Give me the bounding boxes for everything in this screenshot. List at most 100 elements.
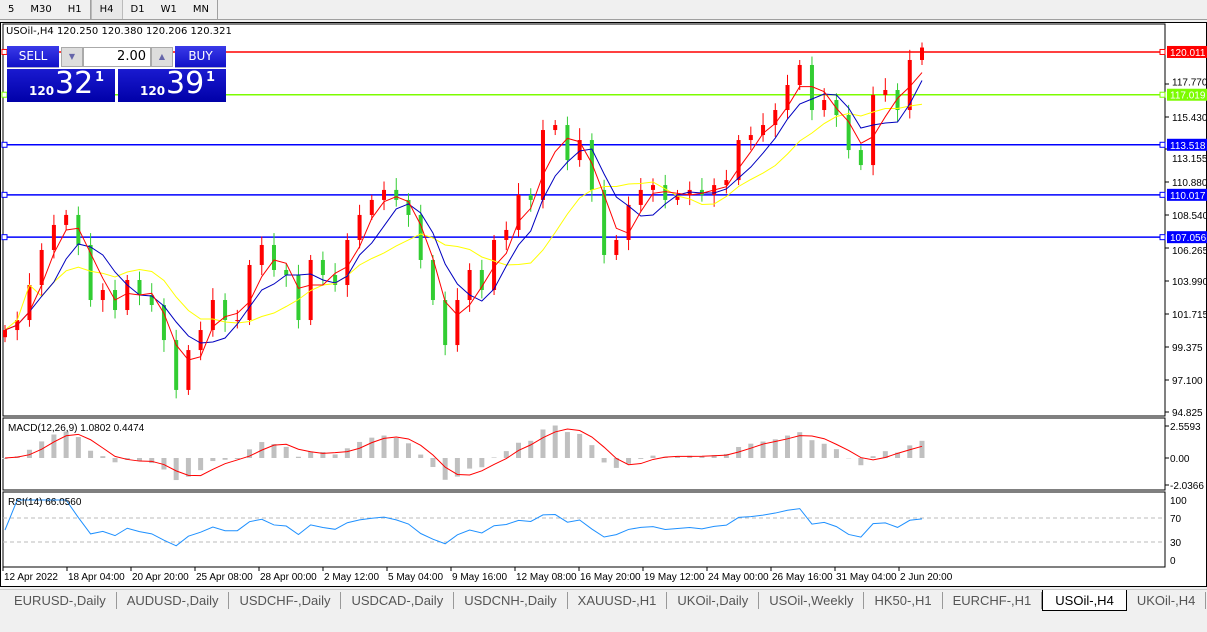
time-axis-label: 2 May 12:00: [324, 572, 379, 583]
candle-body: [296, 275, 300, 320]
macd-histogram-bar: [920, 441, 925, 458]
macd-histogram-bar: [333, 454, 338, 458]
line-handle: [2, 235, 7, 240]
chart-tab[interactable]: USDCAD-,Daily: [341, 592, 454, 609]
candle-body: [260, 245, 264, 265]
candle-body: [186, 350, 190, 390]
time-axis-label: 18 Apr 04:00: [68, 572, 125, 583]
price-axis-label: 108.540: [1172, 211, 1207, 222]
price-axis-label: 99.375: [1172, 343, 1203, 354]
macd-signal-line: [5, 429, 922, 476]
volume-increase-button[interactable]: ▲: [151, 47, 173, 67]
macd-histogram-bar: [369, 438, 374, 458]
candle-body: [272, 245, 276, 270]
macd-histogram-bar: [308, 451, 313, 458]
line-handle: [1160, 192, 1165, 197]
macd-histogram-bar: [394, 438, 399, 458]
buy-button[interactable]: BUY: [175, 46, 226, 68]
rsi-line: [5, 500, 922, 546]
macd-histogram-bar: [198, 458, 203, 470]
candle-body: [614, 240, 618, 255]
time-axis-label: 2 Jun 20:00: [900, 572, 953, 583]
macd-histogram-bar: [357, 442, 362, 458]
macd-histogram-bar: [540, 429, 545, 458]
line-handle: [2, 192, 7, 197]
macd-label: MACD(12,26,9) 1.0802 0.4474: [8, 423, 145, 434]
chart-tab[interactable]: USOil-,Weekly: [759, 592, 864, 609]
chart-tab[interactable]: EURCHF-,H1: [943, 592, 1043, 609]
rsi-axis-label: 30: [1170, 538, 1182, 549]
macd-histogram-bar: [871, 456, 876, 458]
price-line-label: 120.011: [1170, 48, 1206, 59]
candle-body: [553, 125, 557, 130]
macd-histogram-bar: [492, 457, 497, 458]
candle-body: [40, 250, 44, 285]
macd-histogram-bar: [210, 458, 215, 461]
sell-button[interactable]: SELL: [7, 46, 59, 68]
candle-body: [663, 185, 667, 200]
time-axis-label: 12 May 08:00: [516, 572, 577, 583]
candle-body: [822, 100, 826, 110]
price-line-label: 117.019: [1170, 91, 1206, 102]
macd-histogram-bar: [406, 443, 411, 458]
candle-body: [137, 280, 141, 295]
chart-symbol-info: USOil-,H4 120.250 120.380 120.206 120.32…: [6, 26, 232, 37]
chart-tab[interactable]: HK50-,H1: [864, 592, 942, 609]
rsi-axis-label: 0: [1170, 556, 1176, 567]
chart-tab[interactable]: UKOil-,H4: [1127, 592, 1207, 609]
chart-tab[interactable]: UKOil-,Daily: [667, 592, 759, 609]
macd-axis-label: -2.0366: [1170, 481, 1204, 492]
time-axis-label: 12 Apr 2022: [4, 572, 58, 583]
ma-slow-line: [5, 104, 922, 330]
volume-input[interactable]: 2.00: [83, 47, 151, 67]
time-axis-label: 26 May 16:00: [772, 572, 833, 583]
candle-body: [639, 190, 643, 205]
volume-decrease-button[interactable]: ▼: [61, 47, 83, 67]
candle-body: [52, 225, 56, 250]
line-handle: [1160, 235, 1165, 240]
chart-tab[interactable]: USDCNH-,Daily: [454, 592, 567, 609]
macd-histogram-bar: [748, 444, 753, 458]
chart-tab[interactable]: AUDUSD-,Daily: [117, 592, 230, 609]
time-axis-label: 28 Apr 00:00: [260, 572, 317, 583]
price-axis-label: 97.100: [1172, 376, 1203, 387]
rsi-axis-label: 70: [1170, 514, 1182, 525]
candle-body: [443, 300, 447, 345]
time-axis-label: 20 Apr 20:00: [132, 572, 189, 583]
price-axis-label: 110.880: [1172, 178, 1207, 189]
macd-axis-label: 0.00: [1170, 454, 1190, 465]
price-line-label: 107.056: [1170, 233, 1207, 244]
chart-tab[interactable]: USDCHF-,Daily: [229, 592, 341, 609]
macd-histogram-bar: [149, 458, 154, 463]
time-axis-label: 9 May 16:00: [452, 572, 507, 583]
candle-body: [859, 150, 863, 165]
chart-tab[interactable]: USOil-,H4: [1042, 590, 1127, 611]
line-handle: [2, 142, 7, 147]
chart-tab[interactable]: EURUSD-,Daily: [4, 592, 117, 609]
rsi-axis-label: 100: [1170, 496, 1187, 507]
macd-histogram-bar: [186, 458, 191, 477]
candle-body: [64, 215, 68, 225]
candle-body: [284, 270, 288, 275]
candle-body: [3, 330, 7, 337]
price-line-label: 113.518: [1170, 141, 1206, 152]
candle-body: [578, 140, 582, 160]
price-axis-label: 103.990: [1172, 277, 1207, 288]
macd-histogram-bar: [100, 456, 105, 458]
macd-histogram-bar: [577, 434, 582, 458]
candle-body: [248, 265, 252, 320]
candle-body: [651, 185, 655, 190]
macd-histogram-bar: [113, 458, 118, 462]
candle-body: [590, 140, 594, 190]
macd-histogram-bar: [467, 458, 472, 469]
macd-histogram-bar: [284, 447, 289, 458]
candle-body: [504, 230, 508, 240]
macd-histogram-bar: [223, 458, 228, 460]
chart-tab[interactable]: XAUUSD-,H1: [568, 592, 668, 609]
time-axis-label: 31 May 04:00: [836, 572, 897, 583]
candle-body: [871, 95, 875, 165]
